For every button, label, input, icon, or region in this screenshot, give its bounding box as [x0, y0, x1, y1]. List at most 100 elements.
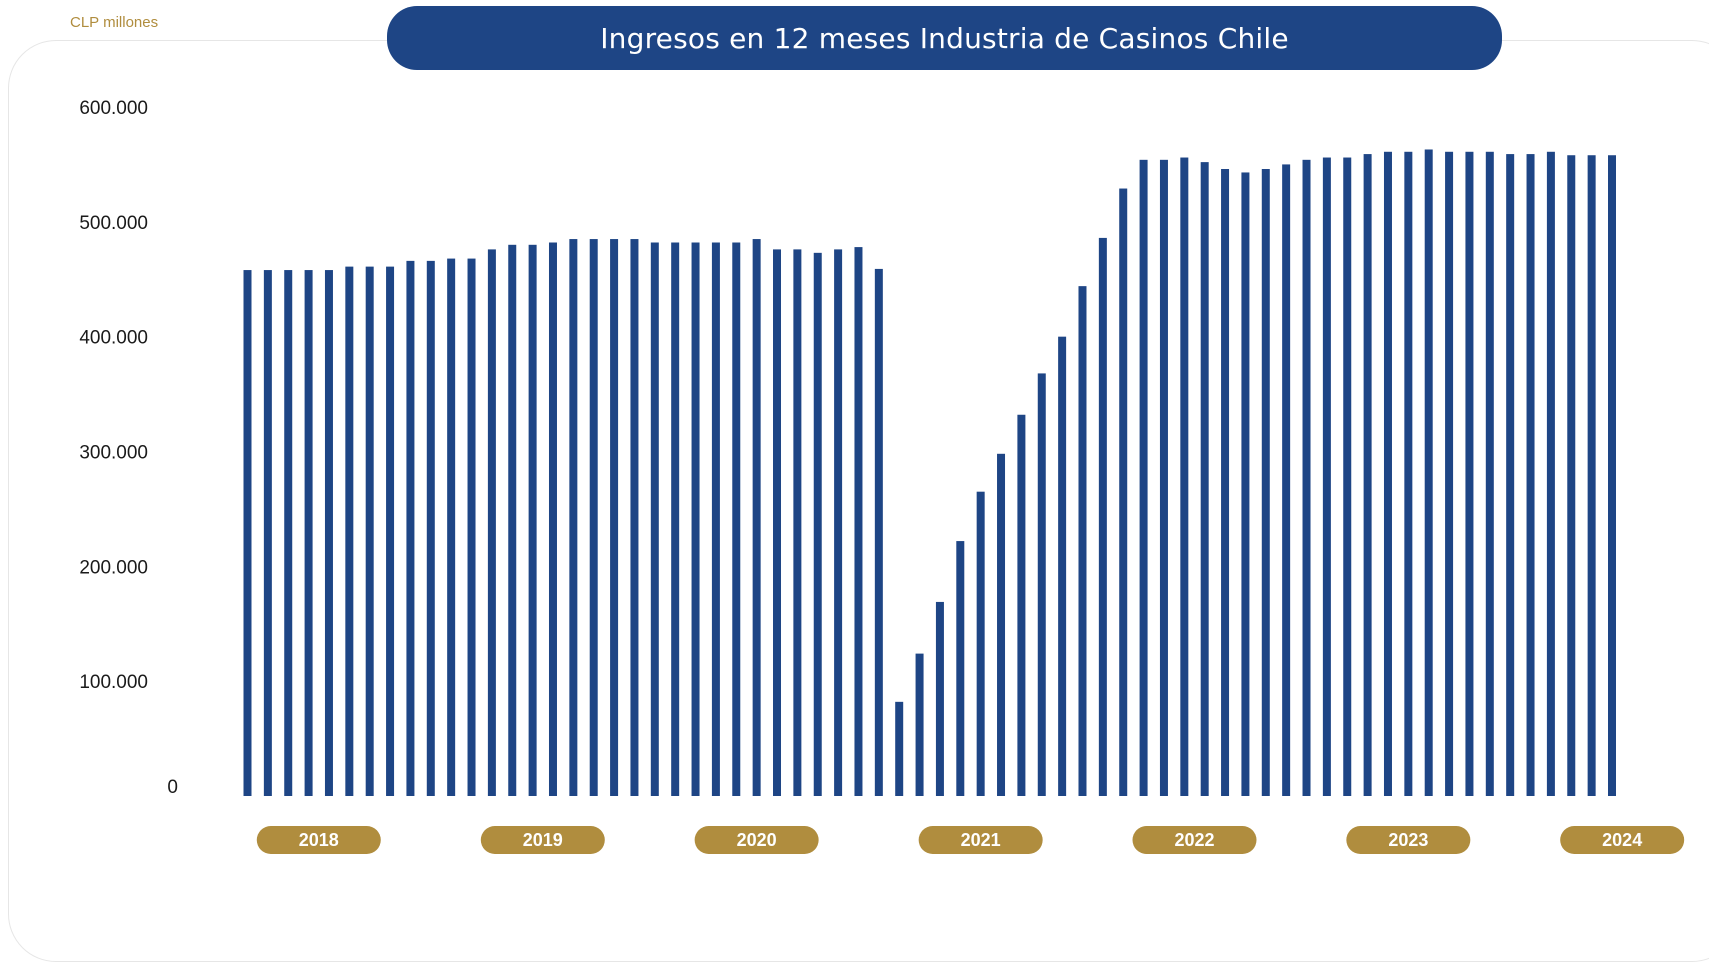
bar-chart: 0 100.000 200.000 300.000 400.000 500.000 600.…	[79, 98, 1685, 854]
bar	[1587, 155, 1596, 797]
year-pill-2018: 2018	[256, 826, 381, 854]
bar	[752, 239, 761, 796]
year-pill-background	[918, 826, 1043, 854]
y-tick-label: 100.000	[79, 672, 148, 693]
year-pill-background	[1132, 826, 1257, 854]
year-pill-2019: 2019	[480, 826, 605, 854]
bar	[1465, 151, 1474, 796]
bar	[1017, 414, 1026, 796]
year-pill-2020: 2020	[694, 826, 819, 854]
bar	[1608, 155, 1616, 797]
bar	[1139, 159, 1148, 796]
bar	[1037, 373, 1046, 796]
y-tick-label: 200.000	[79, 557, 148, 578]
y-axis: 0 100.000 200.000 300.000 400.000 500.000 600.…	[79, 98, 178, 798]
bar	[1200, 162, 1209, 796]
year-pill-2021: 2021	[918, 826, 1043, 854]
bar	[284, 270, 293, 796]
bar	[243, 270, 252, 796]
year-pill-background	[480, 826, 605, 854]
bar-series	[243, 149, 1616, 797]
bar	[1261, 169, 1270, 796]
bar	[467, 258, 476, 797]
bar	[1404, 151, 1413, 796]
bar	[1424, 149, 1433, 796]
bar	[324, 270, 333, 796]
bar	[895, 701, 904, 796]
bar	[997, 453, 1006, 796]
bar	[406, 260, 415, 796]
year-pill-2022: 2022	[1132, 826, 1257, 854]
year-pill-2024: 2024	[1560, 826, 1685, 854]
bar	[1180, 157, 1189, 796]
bar	[630, 239, 639, 796]
bar	[1078, 286, 1087, 796]
bar	[1363, 154, 1372, 796]
bar	[650, 242, 659, 797]
bar	[426, 260, 435, 796]
bar	[1302, 159, 1311, 796]
bar	[304, 270, 313, 796]
bar	[508, 244, 517, 797]
bar	[976, 491, 985, 796]
bar	[589, 239, 598, 796]
bar	[1445, 151, 1454, 796]
year-label: 2019	[523, 830, 563, 850]
year-pill-background	[1346, 826, 1471, 854]
bar	[793, 249, 802, 797]
bar	[1526, 154, 1535, 796]
bar	[1546, 151, 1555, 796]
bar	[1241, 172, 1250, 796]
year-label: 2024	[1602, 830, 1642, 850]
year-pill-background	[1560, 826, 1685, 854]
bar	[1485, 151, 1494, 796]
year-pill-2023: 2023	[1346, 826, 1471, 854]
year-label: 2021	[961, 830, 1001, 850]
bar	[610, 239, 619, 796]
bar	[915, 653, 924, 796]
bar	[1567, 155, 1576, 797]
bar	[447, 258, 456, 797]
bar	[263, 270, 272, 796]
bar	[671, 242, 680, 797]
year-labels: 2018 2019 2020 2021 2022 2023 2024	[256, 826, 1685, 854]
y-tick-label: 500.000	[79, 213, 148, 234]
bar	[487, 249, 496, 797]
chart-title: Ingresos en 12 meses Industria de Casino…	[387, 6, 1502, 70]
bar	[345, 266, 354, 796]
bar	[854, 247, 863, 796]
bar	[528, 244, 537, 797]
bar	[548, 242, 557, 797]
bar	[834, 249, 843, 797]
bar	[711, 242, 720, 797]
bar	[1383, 151, 1392, 796]
bar	[691, 242, 700, 797]
y-tick-label: 600.000	[79, 98, 148, 119]
bar	[1322, 157, 1331, 796]
y-tick-label: 0	[167, 777, 178, 798]
bar	[935, 601, 944, 796]
bar	[956, 541, 965, 796]
bar	[813, 252, 822, 797]
year-label: 2023	[1388, 830, 1428, 850]
year-label: 2022	[1174, 830, 1214, 850]
bar	[386, 266, 395, 796]
year-label: 2018	[299, 830, 339, 850]
unit-label: CLP millones	[70, 14, 159, 31]
bar	[773, 249, 782, 797]
bar	[1221, 169, 1230, 796]
bar	[1282, 164, 1291, 796]
year-label: 2020	[737, 830, 777, 850]
year-pill-background	[694, 826, 819, 854]
year-pill-background	[256, 826, 381, 854]
bar	[732, 242, 741, 797]
bar	[569, 239, 578, 796]
bar	[1159, 159, 1168, 796]
bar	[1058, 336, 1067, 796]
bar	[874, 268, 883, 796]
bar	[1506, 154, 1515, 796]
bar	[1343, 157, 1352, 796]
y-tick-label: 400.000	[79, 328, 148, 349]
bar	[1119, 188, 1128, 796]
bar	[365, 266, 374, 796]
